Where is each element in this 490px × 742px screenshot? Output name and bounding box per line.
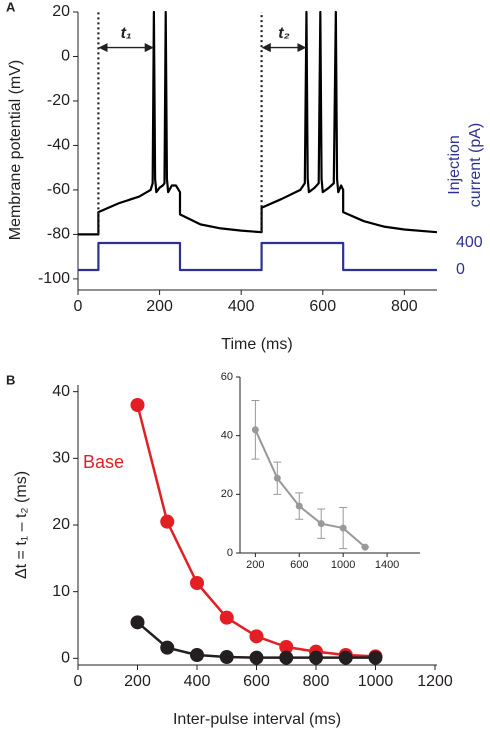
x-tick-label: 400 xyxy=(228,298,255,315)
x-tick-label: 1000 xyxy=(358,673,394,690)
x-tick-label: 600 xyxy=(243,673,270,690)
data-point xyxy=(317,520,325,528)
data-point xyxy=(279,650,294,665)
y-tick-label: 0 xyxy=(61,650,70,667)
data-point xyxy=(160,640,175,655)
y-tick-label: 0 xyxy=(61,48,70,65)
data-point xyxy=(219,610,234,625)
interval-label: t₂ xyxy=(278,25,289,42)
y-axis-label: Membrane potential (mV) xyxy=(7,60,24,241)
data-point xyxy=(219,650,234,664)
y2-axis-label: current (pA) xyxy=(467,123,484,207)
data-point xyxy=(295,502,303,510)
y-tick-label: 20 xyxy=(52,3,70,20)
data-point xyxy=(251,426,259,434)
data-point xyxy=(339,524,347,532)
y-tick-label: -20 xyxy=(47,92,70,109)
y-tick-label: 40 xyxy=(52,383,70,400)
data-point xyxy=(368,650,383,665)
y-tick-label: -80 xyxy=(47,226,70,243)
data-point xyxy=(190,648,204,662)
x-tick-label: 600 xyxy=(290,559,308,571)
series-line xyxy=(78,10,438,236)
y-axis-label: Δt = t₁ – t₂ (ms) xyxy=(13,471,30,579)
x-tick-label: 200 xyxy=(124,673,151,690)
x-tick-label: 800 xyxy=(303,673,330,690)
y-tick-label: 10 xyxy=(52,583,70,600)
x-tick-label: 1400 xyxy=(375,559,399,571)
series-label: Base xyxy=(83,452,124,472)
x-tick-label: 1000 xyxy=(331,559,355,571)
data-point xyxy=(273,474,281,482)
x-tick-label: 200 xyxy=(146,298,173,315)
y2-tick-label: 0 xyxy=(456,261,465,278)
data-point xyxy=(338,650,353,665)
panel-label: B xyxy=(6,372,15,387)
data-point xyxy=(249,650,264,665)
y-tick-label: 30 xyxy=(52,450,70,467)
series-line xyxy=(136,404,376,658)
panel-label: A xyxy=(6,0,16,14)
data-point xyxy=(309,650,323,665)
data-point xyxy=(249,629,264,644)
y-tick-label: 20 xyxy=(221,488,233,500)
data-point xyxy=(160,514,175,529)
data-point xyxy=(190,576,204,590)
data-point xyxy=(130,615,145,630)
x-tick-label: 0 xyxy=(74,673,83,690)
x-tick-label: 1200 xyxy=(417,673,453,690)
x-tick-label: 600 xyxy=(309,298,336,315)
series-line xyxy=(78,241,437,272)
interval-label: t₁ xyxy=(121,25,132,42)
y-tick-label: 20 xyxy=(52,516,70,533)
data-point xyxy=(130,398,145,412)
x-tick-label: 200 xyxy=(246,559,264,571)
data-point xyxy=(361,543,369,551)
y2-tick-label: 400 xyxy=(456,234,483,251)
x-tick-label: 800 xyxy=(391,298,418,315)
data-point xyxy=(279,640,294,654)
series-line xyxy=(254,429,366,548)
x-axis-label: Time (ms) xyxy=(221,336,292,353)
x-tick-label: 400 xyxy=(184,673,211,690)
y-tick-label: 0 xyxy=(227,547,233,559)
x-axis-label: Inter-pulse interval (ms) xyxy=(173,711,341,728)
y-tick-label: -40 xyxy=(47,137,70,154)
y-tick-label: 40 xyxy=(221,430,233,442)
y-tick-label: -60 xyxy=(47,181,70,198)
y2-axis-label: Injection xyxy=(446,135,463,195)
y-tick-label: -100 xyxy=(38,270,70,287)
y-tick-label: 60 xyxy=(221,371,233,383)
x-tick-label: 0 xyxy=(74,298,83,315)
